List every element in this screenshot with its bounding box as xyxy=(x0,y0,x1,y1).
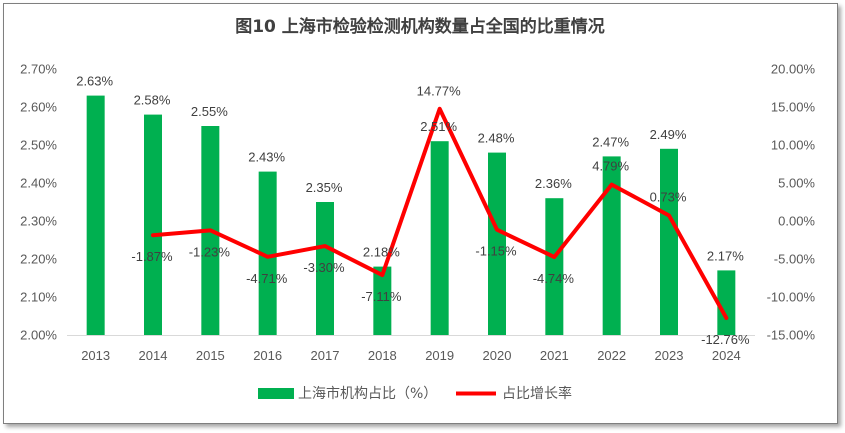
x-axis-tick-label: 2013 xyxy=(81,348,110,363)
bar xyxy=(602,156,621,335)
legend: 上海市机构占比（%） 占比增长率 xyxy=(258,385,572,402)
bar-data-label: 2.43% xyxy=(248,150,285,165)
bar-data-label: 2.58% xyxy=(134,93,171,108)
right-axis-tick-label: 15.00% xyxy=(771,100,816,115)
legend-line-label: 占比增长率 xyxy=(502,385,572,402)
right-axis-tick-label: -5.00% xyxy=(774,252,816,267)
x-axis-tick-label: 2015 xyxy=(196,348,225,363)
bar xyxy=(545,198,564,335)
left-axis-tick-label: 2.70% xyxy=(20,62,57,77)
left-axis-tick-label: 2.40% xyxy=(20,176,57,191)
bar xyxy=(660,148,678,335)
bar-data-label: 2.36% xyxy=(535,176,572,191)
bar xyxy=(430,141,449,335)
line-data-label: -12.76% xyxy=(701,332,750,347)
left-axis-tick-label: 2.10% xyxy=(20,290,57,305)
right-axis-tick-label: -10.00% xyxy=(767,290,816,305)
x-axis-tick-label: 2018 xyxy=(368,348,397,363)
bar xyxy=(717,270,736,335)
bar xyxy=(316,202,334,335)
line-data-labels: -1.87% -1.23% -4.71% -3.30% -7.11% 14.77% -1.1… xyxy=(131,84,750,347)
bar-data-label: 2.63% xyxy=(76,74,113,89)
line-data-label: 4.79% xyxy=(592,159,629,174)
right-axis-tick-label: 20.00% xyxy=(771,62,816,77)
x-axis-tick-label: 2022 xyxy=(597,348,626,363)
bar xyxy=(258,171,277,335)
bar-data-labels: 2.63% 2.58% 2.55% 2.43% 2.35% 2.18% 2.51% 2.48%… xyxy=(76,74,744,264)
line-data-label: -1.23% xyxy=(189,244,231,259)
line-data-label: -3.30% xyxy=(303,260,345,275)
x-axis-tick-label: 2019 xyxy=(425,348,454,363)
chart-frame xyxy=(3,3,838,424)
left-axis-tick-label: 2.50% xyxy=(20,138,57,153)
bar-data-label: 2.48% xyxy=(478,131,515,146)
left-axis-tick-label: 2.60% xyxy=(20,100,57,115)
bar xyxy=(373,266,392,335)
right-axis-tick-label: 0.00% xyxy=(778,214,815,229)
right-axis: -15.00% -10.00% -5.00% 0.00% 5.00% 10.00% 15.0… xyxy=(767,62,816,343)
x-axis-tick-label: 2024 xyxy=(712,348,741,363)
left-axis-tick-label: 2.30% xyxy=(20,214,57,229)
x-axis: 2013 2014 2015 2016 2017 2018 2019 2020 2021 2022… xyxy=(67,335,755,363)
chart-title: 图10 上海市检验检测机构数量占全国的比重情况 xyxy=(235,16,605,37)
left-axis: 2.00% 2.10% 2.20% 2.30% 2.40% 2.50% 2.60% 2.70% xyxy=(20,62,57,343)
bar-data-label: 2.55% xyxy=(191,104,228,119)
line-data-label: -4.71% xyxy=(246,271,288,286)
line-data-label: 0.73% xyxy=(650,189,687,204)
legend-bar-label: 上海市机构占比（%） xyxy=(298,385,437,402)
x-axis-tick-label: 2023 xyxy=(655,348,684,363)
bar xyxy=(488,152,506,335)
line-data-label: -1.87% xyxy=(131,249,173,264)
right-axis-tick-label: -15.00% xyxy=(767,328,816,343)
line-data-label: -4.74% xyxy=(533,271,575,286)
legend-bar-swatch xyxy=(258,388,294,399)
bar-data-label: 2.47% xyxy=(592,134,629,149)
right-axis-tick-label: 10.00% xyxy=(771,138,816,153)
left-axis-tick-label: 2.00% xyxy=(20,328,57,343)
left-axis-tick-label: 2.20% xyxy=(20,252,57,267)
line-series xyxy=(151,106,729,320)
right-axis-tick-label: 5.00% xyxy=(778,176,815,191)
bar xyxy=(86,95,105,335)
x-axis-tick-label: 2017 xyxy=(311,348,340,363)
bar xyxy=(144,114,162,335)
line-data-label: 14.77% xyxy=(417,84,462,99)
line-data-label: -7.11% xyxy=(361,289,402,304)
line-data-label: -1.15% xyxy=(475,244,517,259)
bar-data-label: 2.51% xyxy=(420,119,457,134)
bar-data-label: 2.17% xyxy=(707,248,744,263)
bar-data-label: 2.49% xyxy=(650,127,687,142)
bar-data-label: 2.35% xyxy=(306,180,343,195)
x-axis-tick-label: 2020 xyxy=(483,348,512,363)
x-axis-tick-label: 2016 xyxy=(253,348,282,363)
x-axis-tick-label: 2021 xyxy=(540,348,569,363)
bar-series xyxy=(86,95,736,335)
bar-data-label: 2.18% xyxy=(363,245,400,260)
x-axis-tick-label: 2014 xyxy=(139,348,168,363)
